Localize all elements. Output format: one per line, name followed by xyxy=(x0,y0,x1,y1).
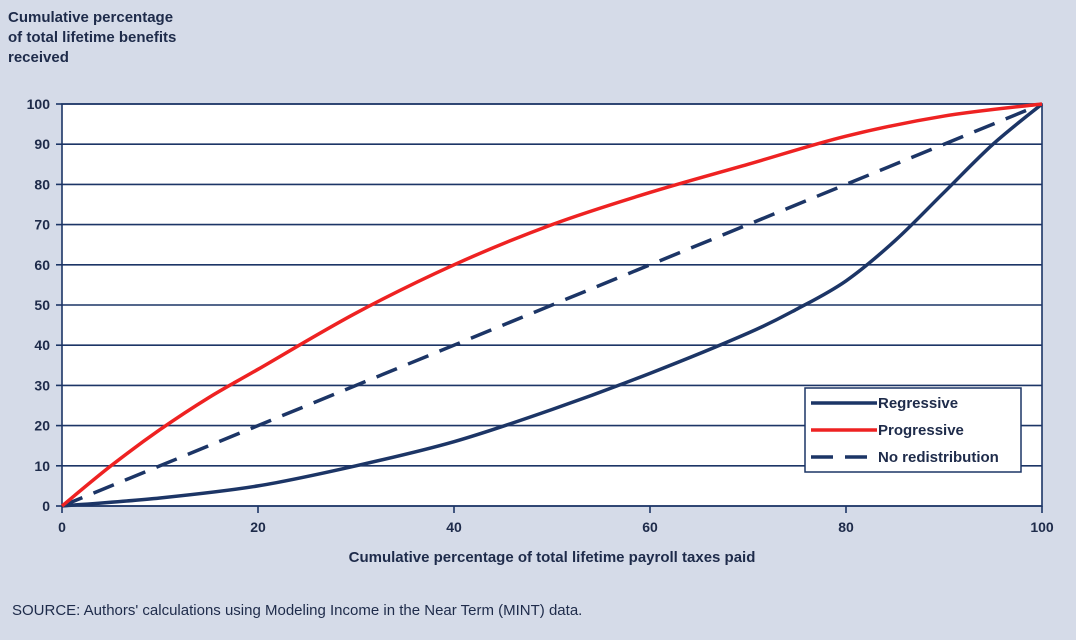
y-tick-label: 60 xyxy=(34,257,50,273)
x-tick-label: 60 xyxy=(642,519,658,535)
y-axis-title: Cumulative percentage of total lifetime … xyxy=(8,9,177,66)
source-note: SOURCE: Authors' calculations using Mode… xyxy=(12,602,583,619)
series-line-no-redistribution xyxy=(61,102,1043,508)
y-tick-label: 0 xyxy=(42,498,50,514)
x-tick-label: 40 xyxy=(446,519,462,535)
x-tick-label: 100 xyxy=(1030,519,1054,535)
y-tick-label: 30 xyxy=(34,377,50,393)
legend-label: No redistribution xyxy=(878,449,999,466)
series-lines xyxy=(60,102,1044,508)
y-tick-label: 40 xyxy=(34,337,50,353)
y-tick-label: 70 xyxy=(34,217,50,233)
y-tick-label: 20 xyxy=(34,418,50,434)
y-tick-label: 50 xyxy=(34,297,50,313)
x-axis-title: Cumulative percentage of total lifetime … xyxy=(348,549,756,566)
series-line-progressive xyxy=(60,102,1043,508)
y-tick-label: 100 xyxy=(27,96,51,112)
legend: Regressive Progressive No redistribution xyxy=(804,387,1022,473)
y-tick-label: 90 xyxy=(34,136,50,152)
y-axis-ticks: 0 10 20 30 40 50 60 70 80 90 100 xyxy=(27,96,62,514)
legend-label: Progressive xyxy=(878,422,964,439)
series-line-regressive xyxy=(61,102,1044,508)
x-tick-label: 20 xyxy=(250,519,266,535)
y-tick-label: 10 xyxy=(34,458,50,474)
x-tick-label: 0 xyxy=(58,519,66,535)
y-tick-label: 80 xyxy=(34,176,50,192)
x-axis-ticks: 0 20 40 60 80 100 xyxy=(58,506,1054,535)
legend-label: Regressive xyxy=(878,395,958,412)
x-tick-label: 80 xyxy=(838,519,854,535)
